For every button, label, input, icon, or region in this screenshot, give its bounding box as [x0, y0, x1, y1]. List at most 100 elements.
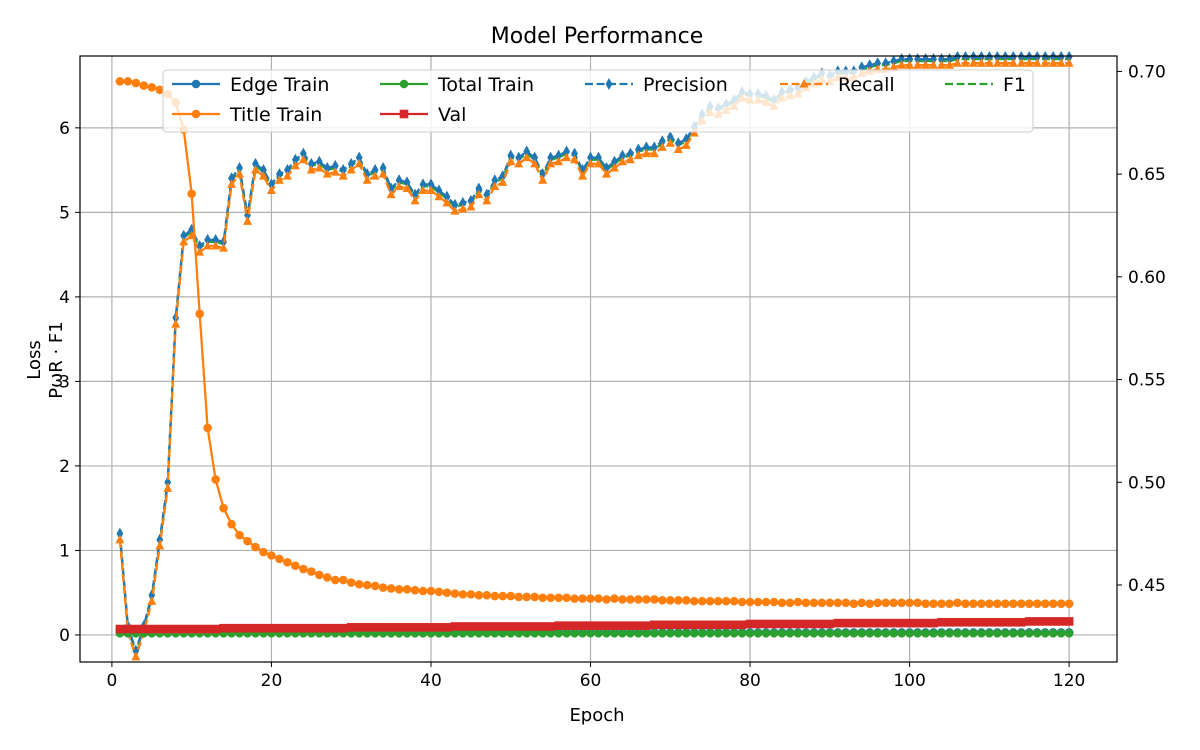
data-point-val	[203, 624, 212, 634]
legend: Edge Train Title Train Total Train Val Preci…	[162, 69, 1034, 133]
data-point-precision	[977, 51, 985, 64]
data-point-precision	[642, 141, 650, 154]
data-point-recall	[1024, 58, 1034, 67]
data-point-val	[187, 624, 196, 634]
left-y-tick-label: 1	[59, 541, 70, 561]
data-point-precision	[180, 229, 188, 242]
data-point-val	[219, 623, 228, 633]
data-point-precision	[1057, 51, 1065, 64]
data-point-val	[227, 623, 236, 633]
data-point-title-train	[131, 78, 141, 88]
x-tick-label: 60	[580, 671, 602, 691]
data-point-val	[817, 619, 827, 629]
data-point-recall	[617, 156, 627, 166]
chart-title: Model Performance	[491, 24, 703, 49]
data-point-val	[881, 618, 890, 628]
data-point-val	[945, 617, 954, 627]
left-y-axis-ticks: 0 1 2 3 4 5 6	[59, 119, 80, 646]
data-point-val	[546, 622, 555, 631]
data-point-precision	[355, 151, 363, 164]
data-point-recall	[570, 154, 580, 164]
data-point-val	[179, 624, 188, 634]
data-point-title-train	[849, 599, 859, 608]
data-point-val	[1016, 617, 1026, 627]
right-y-tick-label: 0.45	[1128, 576, 1166, 596]
data-point-val	[753, 619, 763, 629]
data-point-total-train	[937, 628, 946, 638]
data-point-precision	[260, 164, 267, 177]
data-point-precision	[634, 143, 642, 156]
data-point-total-train	[873, 628, 882, 638]
data-point-total-train	[921, 628, 930, 638]
data-point-title-train	[977, 599, 986, 608]
data-point-recall	[346, 165, 356, 174]
data-point-val	[267, 623, 276, 633]
data-point-val	[610, 621, 619, 630]
data-point-title-train	[450, 589, 460, 598]
data-point-val	[929, 618, 938, 628]
data-point-title-train	[155, 85, 165, 95]
data-point-precision	[252, 157, 259, 170]
data-point-title-train	[283, 557, 292, 567]
data-point-recall	[235, 169, 245, 178]
data-point-val	[737, 620, 747, 630]
data-point-title-train	[187, 189, 196, 199]
data-point-val	[841, 618, 851, 628]
data-point-precision	[563, 145, 570, 158]
data-point-recall	[1008, 58, 1018, 67]
data-point-recall	[330, 167, 340, 176]
data-point-total-train	[889, 628, 898, 638]
data-point-title-train	[833, 598, 843, 608]
data-point-val	[897, 618, 906, 628]
data-point-total-train	[578, 628, 587, 638]
data-point-precision	[571, 147, 578, 160]
data-point-precision	[156, 533, 164, 546]
data-point-recall	[219, 243, 229, 252]
data-point-recall	[937, 60, 947, 69]
data-point-total-train	[993, 628, 1002, 638]
data-point-title-train	[546, 593, 555, 603]
data-point-val	[809, 619, 819, 629]
legend-label-recall: Recall	[838, 74, 895, 96]
data-point-val	[163, 624, 173, 634]
data-point-recall	[530, 158, 540, 168]
data-point-title-train	[745, 597, 755, 607]
data-point-precision	[435, 184, 443, 197]
data-point-val	[969, 617, 978, 627]
data-point-val	[1024, 617, 1034, 626]
legend-box	[162, 69, 1034, 133]
data-point-val	[562, 621, 571, 630]
data-point-total-train	[777, 628, 787, 638]
data-point-title-train	[618, 595, 627, 604]
x-tick-label: 100	[893, 671, 925, 691]
data-point-recall	[960, 58, 970, 67]
data-point-total-train	[721, 628, 731, 638]
data-point-val	[139, 624, 149, 634]
data-point-val	[466, 622, 476, 631]
data-point-title-train	[219, 503, 228, 513]
data-point-val	[123, 624, 133, 634]
data-point-title-train	[729, 596, 739, 606]
data-point-recall	[147, 596, 157, 605]
data-point-val	[777, 619, 787, 629]
data-point-title-train	[394, 585, 404, 594]
data-point-val	[474, 622, 484, 631]
data-point-val	[291, 623, 300, 633]
data-point-total-train	[961, 628, 970, 638]
data-point-total-train	[458, 628, 468, 638]
data-point-title-train	[873, 598, 882, 608]
data-point-recall	[306, 165, 316, 174]
data-point-precision	[236, 161, 243, 174]
data-point-total-train	[697, 628, 707, 638]
data-point-val	[482, 622, 492, 631]
data-point-title-train	[386, 584, 396, 593]
data-point-val	[275, 623, 284, 633]
data-point-title-train	[1001, 599, 1010, 608]
data-point-total-train	[650, 628, 659, 638]
data-point-title-train	[291, 561, 300, 570]
data-point-val	[937, 617, 946, 627]
data-point-title-train	[665, 596, 675, 605]
data-point-val	[299, 623, 308, 633]
data-point-title-train	[897, 598, 906, 608]
